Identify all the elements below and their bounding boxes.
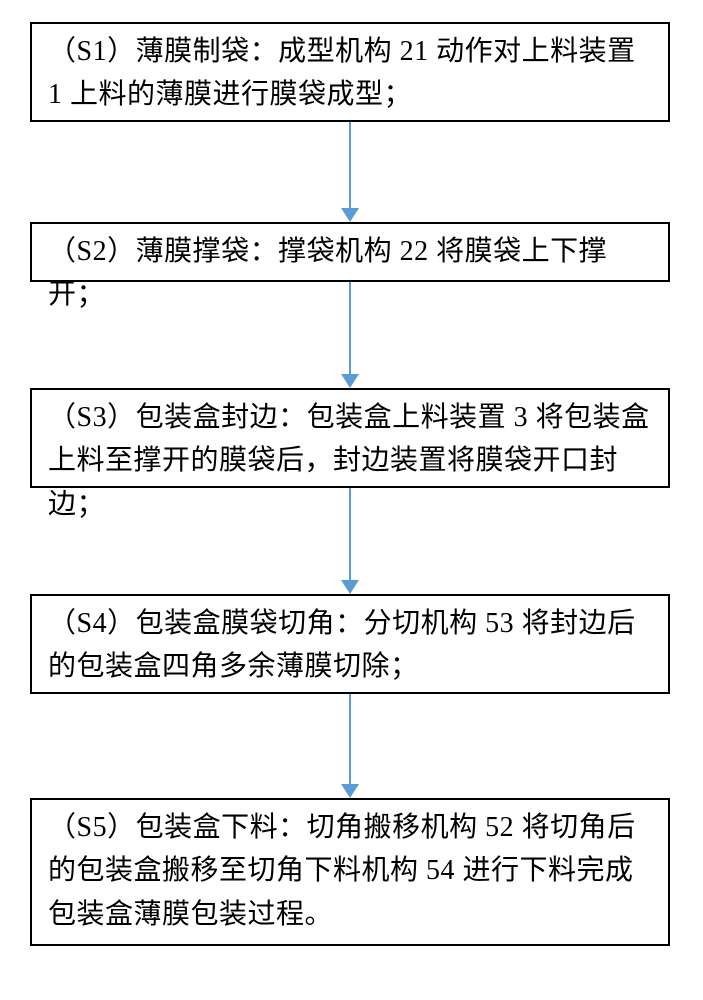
arrow-head-icon bbox=[341, 784, 359, 798]
flowchart-canvas: （S1）薄膜制袋：成型机构 21 动作对上料装置 1 上料的薄膜进行膜袋成型； … bbox=[0, 0, 703, 1000]
arrow-line-icon bbox=[349, 122, 351, 208]
step-box-s1: （S1）薄膜制袋：成型机构 21 动作对上料装置 1 上料的薄膜进行膜袋成型； bbox=[30, 22, 670, 122]
step-text-s5: （S5）包装盒下料：切角搬移机构 52 将切角后的包装盒搬移至切角下料机构 54… bbox=[48, 806, 652, 936]
arrow-head-icon bbox=[341, 374, 359, 388]
step-box-s2: （S2）薄膜撑袋：撑袋机构 22 将膜袋上下撑开； bbox=[30, 222, 670, 282]
step-box-s4: （S4）包装盒膜袋切角：分切机构 53 将封边后的包装盒四角多余薄膜切除； bbox=[30, 594, 670, 694]
step-box-s5: （S5）包装盒下料：切角搬移机构 52 将切角后的包装盒搬移至切角下料机构 54… bbox=[30, 798, 670, 946]
arrow-line-icon bbox=[349, 282, 351, 374]
arrow-head-icon bbox=[341, 580, 359, 594]
arrow-head-icon bbox=[341, 208, 359, 222]
arrow-line-icon bbox=[349, 694, 351, 784]
step-text-s1: （S1）薄膜制袋：成型机构 21 动作对上料装置 1 上料的薄膜进行膜袋成型； bbox=[48, 30, 652, 117]
arrow-line-icon bbox=[349, 488, 351, 580]
step-box-s3: （S3）包装盒封边：包装盒上料装置 3 将包装盒上料至撑开的膜袋后，封边装置将膜… bbox=[30, 388, 670, 488]
step-text-s4: （S4）包装盒膜袋切角：分切机构 53 将封边后的包装盒四角多余薄膜切除； bbox=[48, 602, 652, 689]
